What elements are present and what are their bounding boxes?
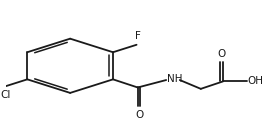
Text: F: F [135, 31, 141, 41]
Text: NH: NH [167, 74, 183, 84]
Text: O: O [135, 110, 143, 120]
Text: O: O [218, 49, 226, 59]
Text: Cl: Cl [1, 90, 11, 100]
Text: OH: OH [247, 76, 263, 86]
